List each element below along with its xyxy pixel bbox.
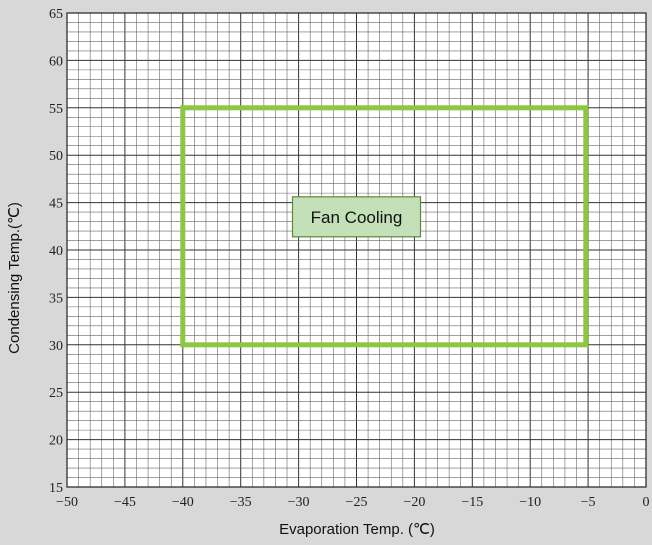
x-tick-label: −35 [230, 495, 252, 510]
y-tick-label: 20 [49, 434, 63, 449]
y-tick-label: 30 [49, 339, 63, 354]
x-tick-label: −15 [461, 495, 483, 510]
region-label-box [291, 196, 422, 238]
x-tick-label: −45 [114, 495, 136, 510]
x-tick-label: −25 [346, 495, 368, 510]
y-axis-label: Condensing Temp.(℃) [6, 202, 23, 354]
x-tick-label: −30 [288, 495, 310, 510]
regions-layer: Fan Cooling [180, 105, 589, 348]
x-tick-label: −20 [403, 495, 425, 510]
y-tick-label: 60 [49, 54, 63, 69]
x-tick-label: −5 [581, 495, 596, 510]
y-tick-label: 25 [49, 386, 63, 401]
x-axis-label: Evaporation Temp. (℃) [279, 521, 435, 538]
plot-frame [66, 12, 647, 488]
y-tick-label: 15 [49, 481, 63, 496]
x-tick-label: −40 [172, 495, 194, 510]
y-tick-label: 35 [49, 291, 63, 306]
y-tick-label: 40 [49, 244, 63, 259]
x-tick-label: −10 [519, 495, 541, 510]
x-tick-label: 0 [643, 495, 650, 510]
y-tick-label: 55 [49, 102, 63, 117]
region-boundary [180, 105, 589, 348]
y-tick-labels: 15 20 25 30 35 40 45 50 55 60 65 [49, 7, 63, 496]
x-tick-label: −50 [56, 495, 78, 510]
y-tick-label: 50 [49, 149, 63, 164]
x-tick-labels: −50 −45 −40 −35 −30 −25 −20 −15 −10 −5 0 [56, 495, 649, 510]
y-tick-label: 45 [49, 197, 63, 212]
region-label: Fan Cooling [311, 208, 403, 227]
y-tick-label: 65 [49, 7, 63, 22]
